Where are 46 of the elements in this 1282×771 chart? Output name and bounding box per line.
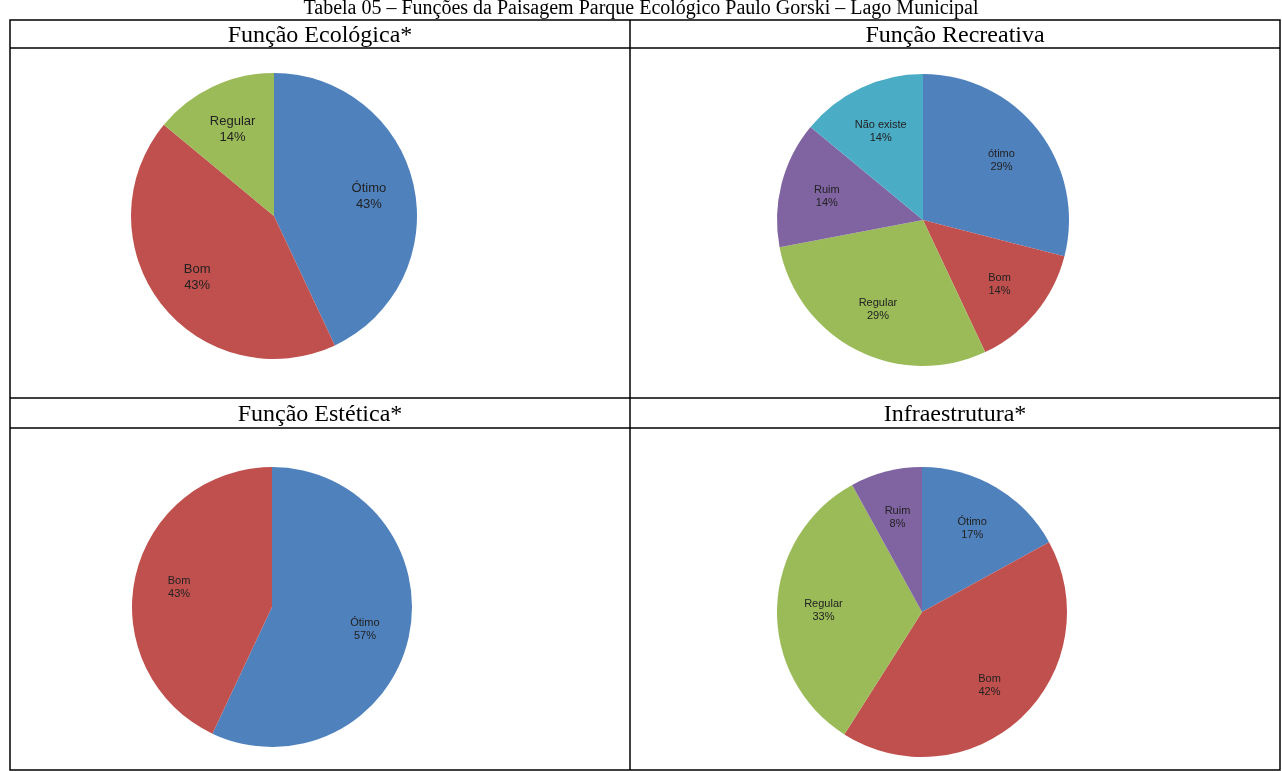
pie-slice: [777, 126, 923, 248]
pie-slice: [779, 220, 986, 366]
data-label: 43%: [355, 195, 383, 211]
pie-slice: [923, 220, 1065, 353]
pie-slice: [922, 467, 1050, 612]
chart-title: Função Estética*: [237, 400, 403, 426]
pie-slice: [777, 484, 922, 735]
pie-slice: [212, 467, 412, 747]
slice-label: Regular: [858, 296, 898, 309]
pie-slice: [852, 467, 922, 612]
data-label: 14%: [869, 131, 892, 144]
pie-slice: [132, 467, 272, 734]
slice-label: Ótimo: [351, 180, 387, 196]
data-label: 14%: [219, 129, 247, 145]
slice-label: Ótimo: [350, 615, 380, 628]
slice-label: Regular: [804, 596, 844, 609]
data-label: 33%: [812, 609, 835, 622]
slice-label: Regular: [209, 113, 257, 129]
data-label: 8%: [889, 517, 906, 530]
slice-label: Bom: [978, 671, 1001, 684]
data-label: 43%: [168, 587, 191, 600]
chart-title: Função Recreativa: [865, 21, 1045, 47]
slice-label: Ótimo: [957, 514, 987, 527]
slice-label: Não existe: [854, 117, 907, 130]
data-label: 43%: [184, 276, 211, 292]
data-label: 29%: [990, 160, 1013, 173]
data-label: 14%: [815, 196, 839, 209]
slice-label: ótimo: [987, 146, 1015, 159]
pie-slice: [163, 73, 274, 216]
pie-slice: [844, 542, 1067, 757]
data-label: 42%: [978, 684, 1001, 697]
data-label: 29%: [866, 309, 890, 322]
slice-label: Ruim: [814, 183, 840, 196]
data-label: 14%: [988, 284, 1011, 297]
pie-slice: [274, 73, 417, 346]
chart-title: Infraestrutura*: [883, 400, 1027, 426]
slice-label: Bom: [183, 261, 211, 276]
chart-title: Função Ecológica*: [227, 21, 413, 47]
data-label: 17%: [961, 528, 984, 541]
data-label: 57%: [353, 628, 377, 641]
text: Tabela 05 – Funções da Paisagem Parque Ecológico Paulo Gorski – Lago Municipal: [303, 0, 979, 19]
pie-slice: [810, 74, 923, 220]
slice-label: Bom: [988, 271, 1011, 284]
slice-label: Bom: [167, 574, 191, 587]
pie-slice: [923, 74, 1069, 257]
slice-label: Ruim: [884, 504, 911, 517]
